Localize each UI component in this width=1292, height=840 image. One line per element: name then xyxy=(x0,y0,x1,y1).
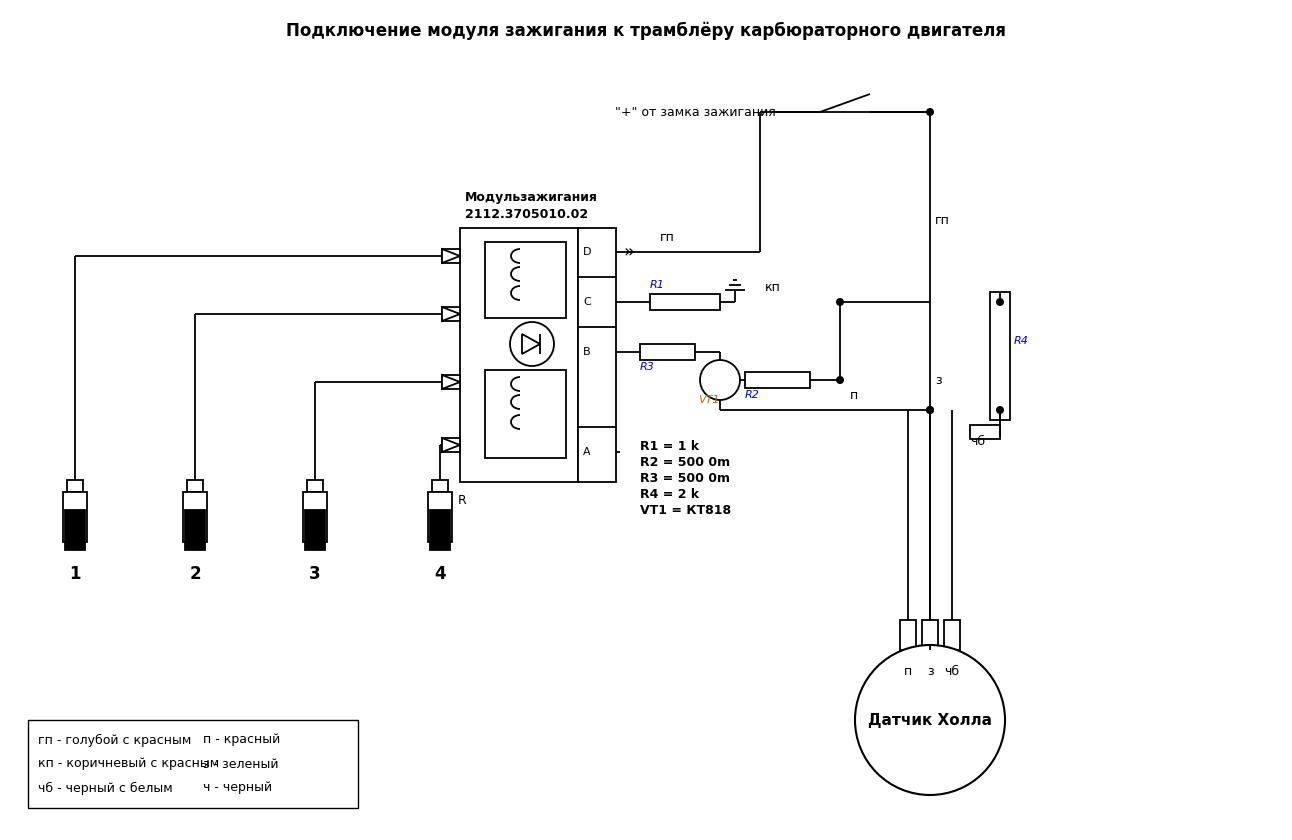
Text: 1: 1 xyxy=(70,565,80,583)
Text: з: з xyxy=(935,374,942,386)
Circle shape xyxy=(926,108,934,116)
Bar xyxy=(65,510,85,550)
Text: з: з xyxy=(926,665,933,678)
Bar xyxy=(970,425,1000,439)
Text: 2112.3705010.02: 2112.3705010.02 xyxy=(465,207,588,220)
Bar xyxy=(901,620,916,650)
Bar xyxy=(484,370,566,458)
Polygon shape xyxy=(442,375,460,389)
Circle shape xyxy=(836,298,844,306)
Bar xyxy=(307,480,323,492)
Bar xyxy=(484,242,566,318)
Bar xyxy=(442,307,460,321)
Bar xyxy=(442,375,460,389)
Text: Модульзажигания: Модульзажигания xyxy=(465,192,598,204)
Text: 2: 2 xyxy=(189,565,200,583)
Text: R4: R4 xyxy=(1014,336,1028,346)
Text: гп: гп xyxy=(935,213,950,227)
Text: гп: гп xyxy=(660,231,674,244)
Circle shape xyxy=(700,360,740,400)
Text: VT1: VT1 xyxy=(698,395,720,405)
Text: R3: R3 xyxy=(640,362,655,372)
Text: кп: кп xyxy=(765,281,780,294)
Text: C: C xyxy=(583,297,590,307)
Bar xyxy=(304,492,327,542)
Polygon shape xyxy=(442,438,460,452)
Text: п: п xyxy=(850,389,858,402)
Bar xyxy=(578,228,616,482)
Text: R4 = 2 k: R4 = 2 k xyxy=(640,488,699,501)
Polygon shape xyxy=(442,307,460,321)
Polygon shape xyxy=(522,334,540,354)
Bar xyxy=(944,620,960,650)
Text: 3: 3 xyxy=(309,565,320,583)
Circle shape xyxy=(926,406,934,414)
Text: кп - коричневый с красным: кп - коричневый с красным xyxy=(37,758,220,770)
Text: A: A xyxy=(583,447,590,457)
Text: B: B xyxy=(583,347,590,357)
Bar xyxy=(442,249,460,263)
Text: чб: чб xyxy=(944,665,960,678)
Circle shape xyxy=(996,298,1004,306)
Bar xyxy=(640,344,695,360)
Text: п - красный: п - красный xyxy=(203,733,280,747)
Bar xyxy=(922,620,938,650)
Polygon shape xyxy=(442,249,460,263)
Text: R1: R1 xyxy=(650,280,665,290)
Bar xyxy=(990,292,1010,420)
Text: Датчик Холла: Датчик Холла xyxy=(868,712,992,727)
Bar xyxy=(460,228,578,482)
Text: чб: чб xyxy=(970,435,985,448)
Bar xyxy=(183,492,207,542)
Text: з - зеленый: з - зеленый xyxy=(203,758,279,770)
Bar xyxy=(185,510,205,550)
Bar xyxy=(442,438,460,452)
Text: R2: R2 xyxy=(745,390,760,400)
Bar xyxy=(67,480,83,492)
Text: Подключение модуля зажигания к трамблёру карбюраторного двигателя: Подключение модуля зажигания к трамблёру… xyxy=(286,22,1006,40)
Text: гп - голубой с красным: гп - голубой с красным xyxy=(37,733,191,747)
Text: R2 = 500 0m: R2 = 500 0m xyxy=(640,456,730,469)
Bar xyxy=(430,510,450,550)
Bar xyxy=(650,294,720,310)
Circle shape xyxy=(510,322,554,366)
Text: R3 = 500 0m: R3 = 500 0m xyxy=(640,472,730,485)
Circle shape xyxy=(855,645,1005,795)
Bar xyxy=(428,492,452,542)
Bar xyxy=(745,372,810,388)
Bar xyxy=(187,480,203,492)
Circle shape xyxy=(926,406,934,414)
Text: чб - черный с белым: чб - черный с белым xyxy=(37,781,173,795)
Text: п: п xyxy=(904,665,912,678)
Text: »: » xyxy=(623,243,634,261)
Text: ч - черный: ч - черный xyxy=(203,781,273,795)
Bar xyxy=(305,510,326,550)
Circle shape xyxy=(996,406,1004,414)
Bar xyxy=(432,480,448,492)
Text: 4: 4 xyxy=(434,565,446,583)
Text: R: R xyxy=(457,493,466,507)
Circle shape xyxy=(836,376,844,384)
Bar xyxy=(28,720,358,808)
Text: "+" от замка зажигания: "+" от замка зажигания xyxy=(615,106,775,118)
Bar xyxy=(63,492,87,542)
Text: R1 = 1 k: R1 = 1 k xyxy=(640,440,699,453)
Text: D: D xyxy=(583,247,592,257)
Text: VT1 = КТ818: VT1 = КТ818 xyxy=(640,504,731,517)
